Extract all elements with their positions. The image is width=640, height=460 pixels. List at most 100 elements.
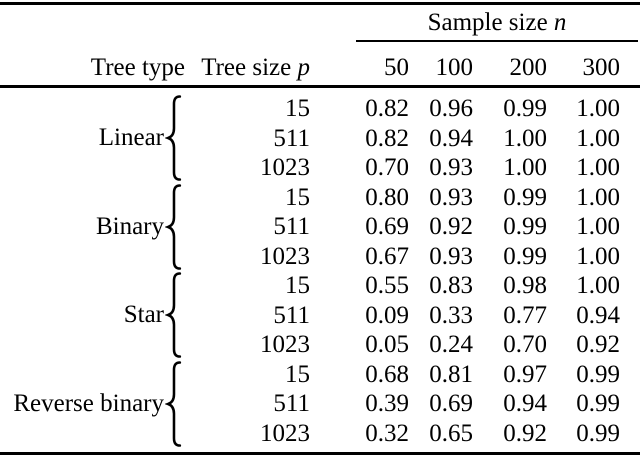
table-row: 15 0.82 0.96 0.99 1.00 xyxy=(185,94,640,124)
value-cell: 0.99 xyxy=(576,390,620,417)
value-cell: 0.69 xyxy=(429,390,473,417)
tree-type-label: Binary xyxy=(95,212,164,240)
value-cell: 0.55 xyxy=(365,272,409,299)
group-label-cell: Reverse binary xyxy=(0,360,185,449)
tree-size-cell: 15 xyxy=(285,95,310,122)
group-rows: 15 0.80 0.93 0.99 1.00 511 0.69 0.92 0.9… xyxy=(185,183,640,272)
group-rows: 15 0.55 0.83 0.98 1.00 511 0.09 0.33 0.7… xyxy=(185,271,640,360)
value-cell: 0.69 xyxy=(365,213,409,240)
bottom-rule xyxy=(0,452,640,455)
value-cell: 0.81 xyxy=(429,360,473,388)
tree-size-cell: 15 xyxy=(285,360,310,388)
tree-type-group-linear: Linear 15 0.82 0.96 0.99 1.00 511 0.82 0… xyxy=(0,94,640,183)
column-header-row: Tree type Tree size p 50 100 200 300 xyxy=(0,42,640,85)
brace-icon xyxy=(165,360,182,447)
value-cell: 0.99 xyxy=(576,360,620,388)
tree-type-label: Linear xyxy=(98,124,164,152)
sample-size-variable: n xyxy=(553,9,567,36)
value-cell: 0.77 xyxy=(503,301,547,329)
tree-type-group-binary: Binary 15 0.80 0.93 0.99 1.00 511 0.69 0… xyxy=(0,183,640,272)
tree-size-variable: p xyxy=(297,54,311,81)
column-header-n300: 300 xyxy=(582,54,621,81)
tree-type-label: Star xyxy=(123,301,164,329)
value-cell: 0.80 xyxy=(365,183,409,211)
value-cell: 0.94 xyxy=(429,124,473,152)
table-row: 1023 0.05 0.24 0.70 0.92 xyxy=(185,330,640,360)
value-cell: 1.00 xyxy=(576,213,620,240)
table-row: 15 0.55 0.83 0.98 1.00 xyxy=(185,271,640,301)
tree-type-label: Reverse binary xyxy=(13,389,164,417)
brace-icon xyxy=(165,272,182,359)
column-header-tree-size: Tree size p xyxy=(185,54,313,82)
value-cell: 0.39 xyxy=(365,390,409,417)
value-cell: 0.99 xyxy=(503,95,547,122)
table-row: 1023 0.32 0.65 0.92 0.99 xyxy=(185,419,640,449)
top-rule xyxy=(0,2,640,5)
value-cell: 0.83 xyxy=(429,272,473,299)
value-cell: 0.92 xyxy=(429,213,473,240)
value-cell: 0.33 xyxy=(429,301,473,329)
value-cell: 0.65 xyxy=(429,419,473,447)
value-cell: 0.97 xyxy=(503,360,547,388)
value-cell: 0.05 xyxy=(365,331,409,358)
tree-size-cell: 511 xyxy=(273,213,310,240)
value-cell: 0.67 xyxy=(365,242,409,270)
tree-size-cell: 1023 xyxy=(260,154,310,181)
table-row: 15 0.68 0.81 0.97 0.99 xyxy=(185,360,640,390)
value-cell: 0.94 xyxy=(576,301,620,329)
brace-icon xyxy=(165,95,182,182)
tree-size-cell: 511 xyxy=(273,301,310,329)
value-cell: 0.93 xyxy=(429,242,473,270)
column-header-n200: 200 xyxy=(509,54,548,81)
tree-size-cell: 15 xyxy=(285,272,310,299)
value-cell: 0.92 xyxy=(576,331,620,358)
tree-type-group-star: Star 15 0.55 0.83 0.98 1.00 511 0.09 0.3… xyxy=(0,271,640,360)
table-row: 511 0.09 0.33 0.77 0.94 xyxy=(185,301,640,331)
table-body: Linear 15 0.82 0.96 0.99 1.00 511 0.82 0… xyxy=(0,88,640,448)
column-header-n50: 50 xyxy=(384,54,409,81)
value-cell: 0.99 xyxy=(576,419,620,447)
table-row: 15 0.80 0.93 0.99 1.00 xyxy=(185,183,640,213)
cmidrule xyxy=(356,40,638,42)
value-cell: 0.68 xyxy=(365,360,409,388)
tree-size-cell: 1023 xyxy=(260,419,310,447)
value-cell: 0.92 xyxy=(503,419,547,447)
table-row: 511 0.69 0.92 0.99 1.00 xyxy=(185,212,640,242)
mid-rule xyxy=(0,85,640,88)
value-cell: 0.99 xyxy=(503,183,547,211)
value-cell: 0.93 xyxy=(429,183,473,211)
value-cell: 0.82 xyxy=(365,95,409,122)
value-cell: 0.96 xyxy=(429,95,473,122)
group-label-cell: Binary xyxy=(0,183,185,272)
value-cell: 0.70 xyxy=(365,154,409,181)
value-cell: 0.70 xyxy=(503,331,547,358)
value-cell: 0.94 xyxy=(503,390,547,417)
sample-size-spanner: Sample size n xyxy=(356,5,638,40)
table-row: 1023 0.70 0.93 1.00 1.00 xyxy=(185,153,640,183)
group-rows: 15 0.82 0.96 0.99 1.00 511 0.82 0.94 1.0… xyxy=(185,94,640,183)
tree-size-cell: 511 xyxy=(273,124,310,152)
column-header-tree-type: Tree type xyxy=(90,54,185,81)
tree-type-group-reverse-binary: Reverse binary 15 0.68 0.81 0.97 0.99 51… xyxy=(0,360,640,449)
value-cell: 0.24 xyxy=(429,331,473,358)
table-row: 511 0.39 0.69 0.94 0.99 xyxy=(185,389,640,419)
value-cell: 0.99 xyxy=(503,213,547,240)
value-cell: 0.82 xyxy=(365,124,409,152)
group-label-cell: Star xyxy=(0,271,185,360)
column-header-n100: 100 xyxy=(435,54,474,81)
tree-size-label: Tree size xyxy=(201,54,298,81)
value-cell: 0.09 xyxy=(365,301,409,329)
value-cell: 1.00 xyxy=(576,183,620,211)
value-cell: 1.00 xyxy=(576,242,620,270)
brace-icon xyxy=(165,183,182,270)
value-cell: 1.00 xyxy=(503,124,547,152)
value-cell: 0.32 xyxy=(365,419,409,447)
tree-size-cell: 1023 xyxy=(260,331,310,358)
sample-size-label: Sample size xyxy=(427,9,554,36)
value-cell: 1.00 xyxy=(576,124,620,152)
value-cell: 1.00 xyxy=(576,272,620,299)
value-cell: 1.00 xyxy=(576,95,620,122)
tree-size-cell: 1023 xyxy=(260,242,310,270)
value-cell: 0.93 xyxy=(429,154,473,181)
